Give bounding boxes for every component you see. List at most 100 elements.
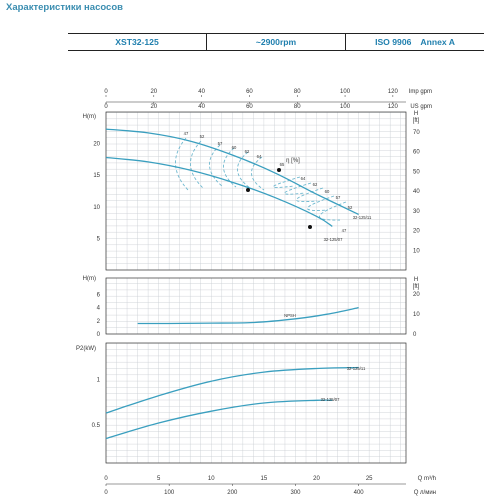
grade-label: Annex A <box>420 37 455 47</box>
header-speed-cell: ~2900rpm <box>206 34 345 50</box>
npsh-right-label: H <box>414 277 418 283</box>
q-lmin-tick-label: 200 <box>227 490 238 496</box>
us-gpm-tick-label: 20 <box>150 104 157 110</box>
efficiency-contour-left <box>223 147 237 188</box>
npsh-y-tick: 0 <box>97 332 101 338</box>
head-right-unit: [ft] <box>413 118 420 124</box>
head-curve-label-11: 32-125/11 <box>353 215 372 220</box>
efficiency-contour-label: 57 <box>336 195 341 200</box>
efficiency-contour-label: 65 <box>280 162 285 167</box>
imp-gpm-tick-label: 100 <box>340 89 351 95</box>
head-panel-frame <box>105 111 407 271</box>
head-ft-tick: 30 <box>413 209 420 215</box>
efficiency-contour-label: 47 <box>342 228 347 233</box>
power-curve-label-07: 32-125/07 <box>321 397 341 402</box>
us-gpm-tick-label: 80 <box>294 104 301 110</box>
standard-label: ISO 9906 <box>375 37 412 47</box>
q-lmin-tick-label: 300 <box>290 490 301 496</box>
us-gpm-tick-label: 120 <box>388 104 399 110</box>
efficiency-axis-label: η [%] <box>286 158 300 164</box>
q-m3h-tick-label: 25 <box>366 476 373 482</box>
power-curve-32-125-07 <box>105 399 333 440</box>
head-ft-tick: 40 <box>413 189 420 195</box>
best-efficiency-point <box>308 225 312 229</box>
efficiency-contour-right <box>273 176 301 188</box>
imp-gpm-tick-label: 0 <box>104 89 108 95</box>
q-lmin-tick-label: 400 <box>354 490 365 496</box>
page-title: Характеристики насосов <box>6 2 123 13</box>
npsh-ft-tick: 10 <box>413 312 420 318</box>
model-label: XST32-125 <box>115 37 159 47</box>
imp-gpm-tick-label: 80 <box>294 89 301 95</box>
npsh-y-tick: 2 <box>97 319 101 325</box>
q-m3h-tick-label: 0 <box>104 476 108 482</box>
header-standard-cell: ISO 9906 Annex A <box>345 34 484 50</box>
efficiency-contour-label: 62 <box>313 182 318 187</box>
us-gpm-axis-label: US gpm <box>410 104 432 110</box>
efficiency-contour-label: 62 <box>245 149 250 154</box>
header-model-cell: XST32-125 <box>68 34 206 50</box>
q-m3h-tick-label: 10 <box>208 476 215 482</box>
us-gpm-tick-label: 100 <box>340 104 351 110</box>
head-ft-tick: 20 <box>413 229 420 235</box>
npsh-y-label: H(m) <box>83 276 96 282</box>
head-curve-label-07: 32-125/07 <box>324 237 344 242</box>
efficiency-contour-left <box>190 140 204 189</box>
q-m3h-axis-label: Q m³/h <box>418 476 436 482</box>
efficiency-contour-label: 64 <box>301 176 306 181</box>
imp-gpm-tick-label: 40 <box>198 89 205 95</box>
efficiency-contour-left <box>175 137 189 191</box>
head-ft-tick: 60 <box>413 150 420 156</box>
efficiency-contour-label: 60 <box>325 189 330 194</box>
q-lmin-tick-label: 0 <box>104 490 108 496</box>
head-ft-tick: 10 <box>413 248 420 254</box>
q-m3h-tick-label: 20 <box>313 476 320 482</box>
efficiency-contour-left <box>237 151 251 189</box>
npsh-y-tick: 6 <box>97 292 101 298</box>
efficiency-contour-right <box>284 182 312 195</box>
npsh-right-unit: [ft] <box>413 284 420 290</box>
imp-gpm-tick-label: 120 <box>388 89 399 95</box>
npsh-curve-label: NPSH <box>284 313 296 318</box>
speed-label: ~2900rpm <box>255 37 297 47</box>
power-y-label: P2(kW) <box>76 346 96 352</box>
q-m3h-tick-label: 15 <box>261 476 268 482</box>
efficiency-contour-label: 47 <box>184 131 189 136</box>
head-ft-tick: 50 <box>413 169 420 175</box>
efficiency-contour-label: 57 <box>218 141 223 146</box>
us-gpm-tick-label: 60 <box>246 104 253 110</box>
efficiency-contour-label: 52 <box>200 134 205 139</box>
power-y-tick: 0.5 <box>92 423 101 429</box>
q-lmin-axis-label: Q л/мин <box>414 490 436 496</box>
us-gpm-tick-label: 40 <box>198 104 205 110</box>
best-efficiency-point <box>246 188 250 192</box>
head-y-tick: 10 <box>93 205 100 211</box>
power-curve-32-125-11 <box>105 366 359 414</box>
head-y-tick: 15 <box>93 173 100 179</box>
npsh-panel-grid <box>105 278 406 335</box>
head-right-label: H <box>414 111 418 117</box>
npsh-panel-frame <box>105 277 407 335</box>
power-panel-frame <box>105 342 407 464</box>
head-y-tick: 20 <box>93 142 100 148</box>
efficiency-contour-label: 52 <box>348 205 353 210</box>
header-table: XST32-125 ~2900rpm ISO 9906 Annex A <box>68 33 484 51</box>
power-curve-label-11: 32-125/11 <box>347 366 366 371</box>
q-m3h-tick-label: 5 <box>157 476 161 482</box>
efficiency-contour-label: 60 <box>232 145 237 150</box>
us-gpm-tick-label: 0 <box>104 104 108 110</box>
npsh-ft-tick: 20 <box>413 292 420 298</box>
power-panel-grid <box>105 343 406 464</box>
head-y-label: H(m) <box>83 114 96 120</box>
efficiency-contour-left <box>251 156 265 191</box>
q-lmin-tick-label: 100 <box>164 490 175 496</box>
imp-gpm-axis-label: Imp gpm <box>409 89 432 95</box>
npsh-curve <box>137 306 359 325</box>
head-y-tick: 5 <box>97 236 101 242</box>
npsh-ft-tick: 0 <box>413 332 417 338</box>
imp-gpm-tick-label: 20 <box>150 89 157 95</box>
npsh-y-tick: 4 <box>97 306 101 312</box>
best-efficiency-point <box>277 168 281 172</box>
head-panel-grid <box>105 112 406 271</box>
power-y-tick: 1 <box>97 377 101 383</box>
